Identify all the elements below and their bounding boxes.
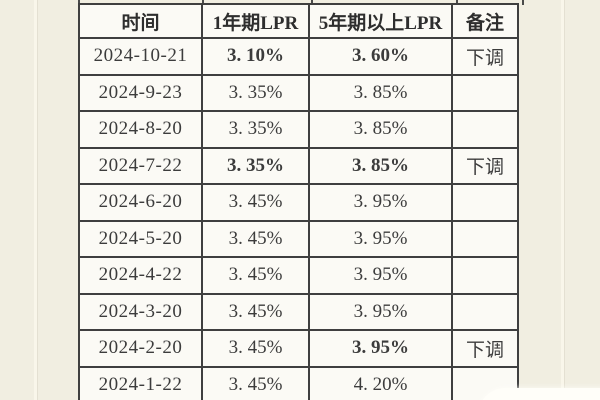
header-cell-note: 备注: [451, 3, 519, 39]
note-cell: 下调: [451, 37, 519, 76]
note-cell: [451, 256, 519, 295]
lpr5-cell: 3. 95%: [308, 183, 453, 222]
lpr1-cell: 3. 45%: [201, 292, 310, 331]
rounded-card-corner: [478, 388, 600, 400]
date-cell: 2024-6-20: [78, 183, 203, 222]
cropped-row-divider-stub: [456, 0, 458, 5]
date-cell: 2024-10-21: [78, 37, 203, 76]
lpr5-cell: 3. 60%: [308, 37, 453, 76]
table-row: 2024-2-20 3. 45% 3. 95% 下调: [78, 329, 519, 368]
lpr5-cell: 3. 85%: [308, 73, 453, 112]
lpr1-cell: 3. 45%: [201, 365, 310, 400]
note-cell: [451, 292, 519, 331]
lpr5-cell: 3. 95%: [308, 219, 453, 258]
lpr1-cell: 3. 45%: [201, 183, 310, 222]
date-cell: 2024-2-20: [78, 329, 203, 368]
note-cell: [451, 219, 519, 258]
cropped-row-divider-stub: [78, 0, 80, 5]
table-row: 2024-10-21 3. 10% 3. 60% 下调: [78, 37, 519, 76]
cropped-row-divider-stub: [202, 0, 204, 5]
table-row: 2024-8-20 3. 35% 3. 85%: [78, 110, 519, 149]
date-cell: 2024-1-22: [78, 365, 203, 400]
date-cell: 2024-7-22: [78, 146, 203, 185]
table-row: 2024-5-20 3. 45% 3. 95%: [78, 219, 519, 258]
table-row: 2024-9-23 3. 35% 3. 85%: [78, 73, 519, 112]
background-crease-left: [34, 0, 37, 400]
table-row: 2024-3-20 3. 45% 3. 95%: [78, 292, 519, 331]
lpr5-cell: 3. 85%: [308, 110, 453, 149]
lpr5-cell: 3. 85%: [308, 146, 453, 185]
lpr1-cell: 3. 35%: [201, 146, 310, 185]
header-cell-time: 时间: [78, 3, 203, 39]
date-cell: 2024-8-20: [78, 110, 203, 149]
date-cell: 2024-3-20: [78, 292, 203, 331]
table-row: 2024-7-22 3. 35% 3. 85% 下调: [78, 146, 519, 185]
date-cell: 2024-9-23: [78, 73, 203, 112]
lpr1-cell: 3. 45%: [201, 219, 310, 258]
note-cell: 下调: [451, 329, 519, 368]
lpr1-cell: 3. 35%: [201, 110, 310, 149]
lpr5-cell: 3. 95%: [308, 256, 453, 295]
note-cell: [451, 110, 519, 149]
date-cell: 2024-4-22: [78, 256, 203, 295]
lpr1-cell: 3. 35%: [201, 73, 310, 112]
date-cell: 2024-5-20: [78, 219, 203, 258]
note-cell: 下调: [451, 146, 519, 185]
lpr-rate-table: 时间 1年期LPR 5年期以上LPR 备注 2024-10-21 3. 10% …: [78, 3, 519, 400]
lpr1-cell: 3. 45%: [201, 256, 310, 295]
cropped-row-divider-stub: [522, 0, 524, 5]
header-cell-lpr5: 5年期以上LPR: [308, 3, 453, 39]
cropped-row-divider-stub: [311, 0, 313, 5]
lpr5-cell: 3. 95%: [308, 292, 453, 331]
lpr5-cell: 4. 20%: [308, 365, 453, 400]
table-header-row: 时间 1年期LPR 5年期以上LPR 备注: [78, 3, 519, 39]
table-row: 2024-6-20 3. 45% 3. 95%: [78, 183, 519, 222]
lpr1-cell: 3. 10%: [201, 37, 310, 76]
table-body: 2024-10-21 3. 10% 3. 60% 下调 2024-9-23 3.…: [78, 37, 519, 400]
table-row: 2024-4-22 3. 45% 3. 95%: [78, 256, 519, 295]
table-row: 2024-1-22 3. 45% 4. 20%: [78, 365, 519, 400]
lpr5-cell: 3. 95%: [308, 329, 453, 368]
background-crease-right: [561, 0, 564, 400]
note-cell: [451, 183, 519, 222]
note-cell: [451, 73, 519, 112]
header-cell-lpr1: 1年期LPR: [201, 3, 310, 39]
lpr1-cell: 3. 45%: [201, 329, 310, 368]
